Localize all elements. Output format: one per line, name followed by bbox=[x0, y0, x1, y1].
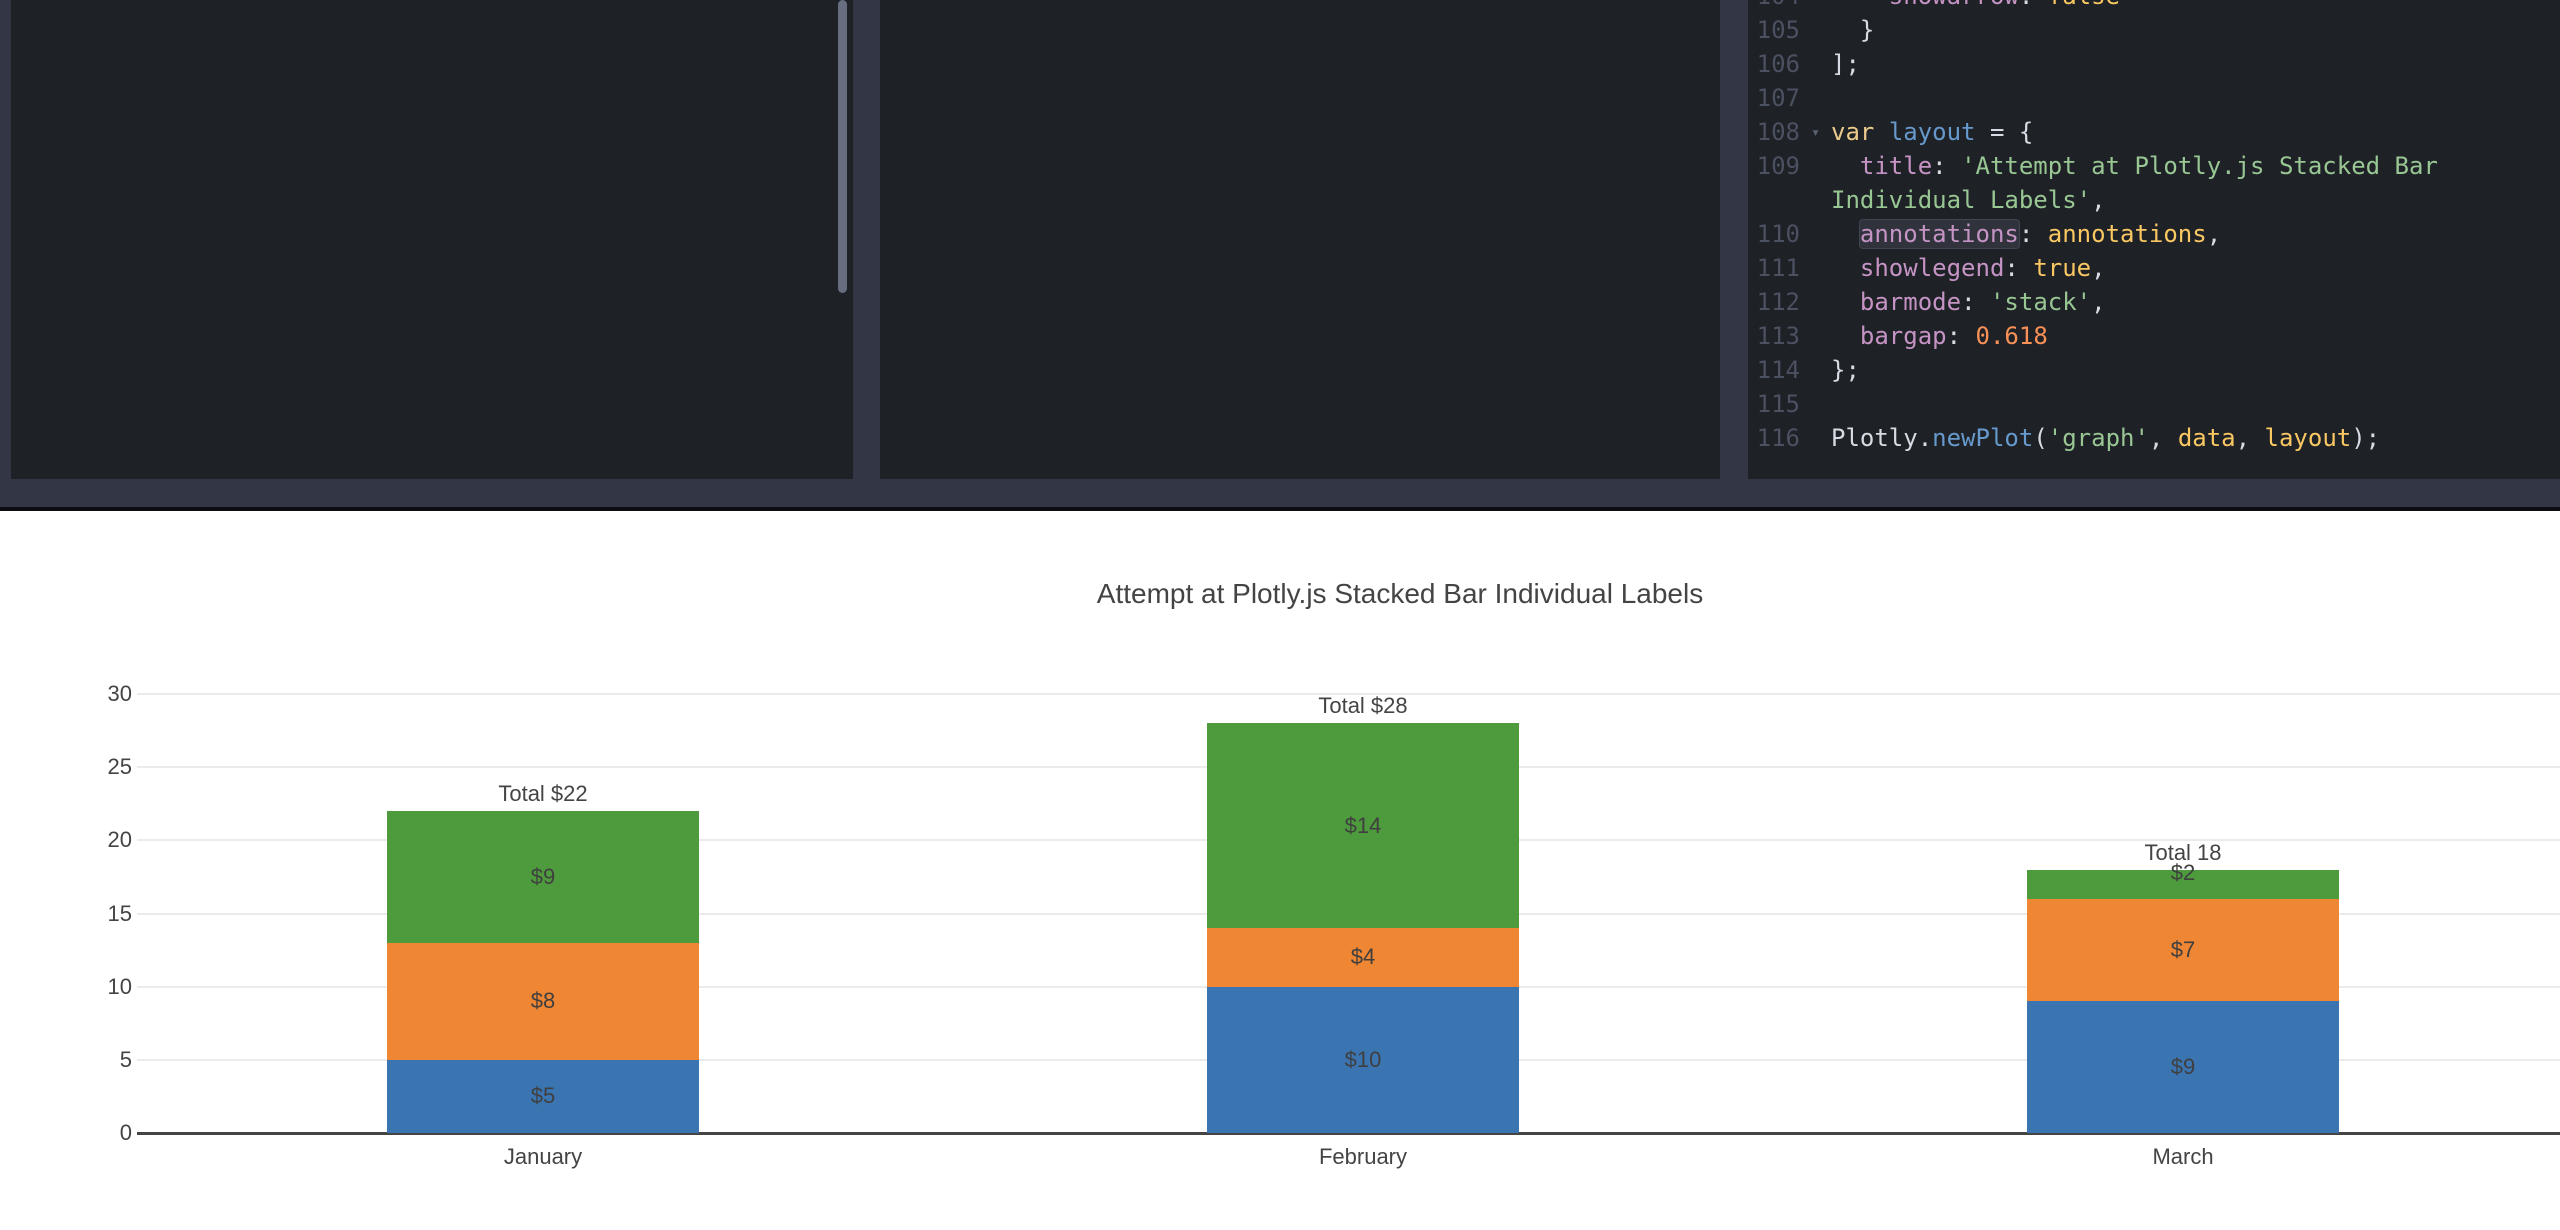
line-number: 112 bbox=[1756, 288, 1800, 316]
chart-title: Attempt at Plotly.js Stacked Bar Individ… bbox=[1096, 578, 1704, 609]
code-line: 105 } bbox=[1748, 13, 2560, 47]
bar-value-label: $7 bbox=[2170, 937, 2196, 963]
y-tick-label: 30 bbox=[107, 681, 132, 706]
line-number: 107 bbox=[1756, 84, 1800, 112]
line-number: 116 bbox=[1756, 424, 1800, 452]
code-text: showarrow: false bbox=[1831, 0, 2120, 13]
code-text: Individual Labels', bbox=[1831, 186, 2106, 214]
code-text: }; bbox=[1831, 356, 1860, 384]
code-line: 107 bbox=[1748, 81, 2560, 115]
code-line: 114}; bbox=[1748, 353, 2560, 387]
y-tick-label: 5 bbox=[119, 1046, 132, 1072]
code-line: 106]; bbox=[1748, 47, 2560, 81]
total-label: Total $28 bbox=[1318, 693, 1408, 719]
editor-resize-bar[interactable] bbox=[0, 479, 2560, 511]
x-axis-label: February bbox=[1318, 1144, 1408, 1169]
line-number: 113 bbox=[1756, 322, 1800, 350]
bar-segment[interactable] bbox=[387, 942, 699, 1060]
line-number: 110 bbox=[1756, 220, 1800, 248]
line-number: 111 bbox=[1756, 254, 1800, 282]
bar-segment[interactable] bbox=[2027, 869, 2339, 899]
code-line: 116 Plotly.newPlot('graph', data, layout)… bbox=[1748, 421, 2560, 455]
code-text: annotations: annotations, bbox=[1859, 220, 2222, 248]
bar-segment[interactable] bbox=[1207, 928, 1519, 987]
bar-value-label: $2 bbox=[2170, 859, 2196, 885]
bar-value-label: $9 bbox=[2170, 1054, 2196, 1080]
bar-value-label: $4 bbox=[1350, 944, 1376, 970]
stacked-bar-chart: 0 5 10 15 20 25 30 $5 $8 $9 Total $22 January $10 $4 $… bbox=[0, 511, 2560, 1230]
code-text: showlegend: true, bbox=[1859, 254, 2106, 282]
bar-segment[interactable] bbox=[2027, 1001, 2339, 1133]
total-label: Total 18 bbox=[2144, 839, 2222, 865]
code-line: 111 showlegend: true, bbox=[1748, 251, 2560, 285]
code-text: title: 'Attempt at Plotly.js Stacked Bar bbox=[1859, 152, 2438, 180]
total-label: Total $22 bbox=[498, 781, 588, 807]
line-number: 115 bbox=[1756, 390, 1800, 418]
code-text: bargap: 0.618 bbox=[1859, 322, 2048, 350]
x-axis-label: March bbox=[2152, 1144, 2214, 1169]
editor-region: 104 showarrow: false105 }106];107108▾var… bbox=[0, 0, 2560, 479]
y-tick-label: 0 bbox=[119, 1120, 132, 1145]
x-axis-label: January bbox=[503, 1144, 583, 1169]
line-number: 106 bbox=[1756, 50, 1800, 78]
code-line: 110 annotations: annotations, bbox=[1748, 217, 2560, 251]
bar-value-label: $5 bbox=[530, 1083, 556, 1109]
bar-value-label: $10 bbox=[1344, 1046, 1382, 1072]
code-line: Individual Labels', bbox=[1748, 183, 2560, 217]
y-tick-label: 10 bbox=[107, 973, 132, 999]
bar-segment[interactable] bbox=[1207, 986, 1519, 1133]
editor-scrollbar[interactable] bbox=[838, 0, 847, 293]
code-text: } bbox=[1831, 16, 1875, 44]
code-line: 115 bbox=[1748, 387, 2560, 421]
y-tick-label: 25 bbox=[107, 754, 132, 780]
bar-value-label: $8 bbox=[530, 988, 556, 1014]
line-number: 108 bbox=[1756, 118, 1800, 146]
code-line: 109 title: 'Attempt at Plotly.js Stacked… bbox=[1748, 149, 2560, 183]
bar-value-label: $14 bbox=[1344, 812, 1382, 838]
bar-value-label: $9 bbox=[530, 863, 556, 889]
code-lines: 104 showarrow: false105 }106];107108▾var… bbox=[1748, 0, 2560, 455]
code-text: var layout = { bbox=[1831, 118, 2034, 146]
chart-preview: Attempt at Plotly.js Stacked Bar Individ… bbox=[0, 511, 2560, 1230]
x-axis-line bbox=[137, 1132, 2560, 1135]
editor-panel-middle[interactable] bbox=[880, 0, 1720, 479]
line-number: 105 bbox=[1756, 16, 1800, 44]
code-text: barmode: 'stack', bbox=[1859, 288, 2106, 316]
code-text: ]; bbox=[1831, 50, 1860, 78]
line-number: 114 bbox=[1756, 356, 1800, 384]
bar-segment[interactable] bbox=[387, 1059, 699, 1133]
code-editor-panel[interactable]: 104 showarrow: false105 }106];107108▾var… bbox=[1748, 0, 2560, 479]
y-tick-label: 15 bbox=[107, 900, 132, 926]
gridline bbox=[137, 693, 2560, 695]
code-line: 108 ▾ var layout = { bbox=[1748, 115, 2560, 149]
editor-panel-left[interactable] bbox=[11, 0, 853, 479]
code-line: 104 showarrow: false bbox=[1748, 0, 2560, 13]
fold-icon[interactable]: ▾ bbox=[1810, 123, 1821, 141]
code-line: 112 barmode: 'stack', bbox=[1748, 285, 2560, 319]
line-number: 109 bbox=[1756, 152, 1800, 180]
y-tick-label: 20 bbox=[107, 827, 132, 853]
bar-segment[interactable] bbox=[387, 811, 699, 943]
code-text: Plotly.newPlot('graph', data, layout); bbox=[1831, 424, 2381, 452]
bar-segment[interactable] bbox=[1207, 723, 1519, 929]
bar-segment[interactable] bbox=[2027, 898, 2339, 1002]
code-line: 113 bargap: 0.618 bbox=[1748, 319, 2560, 353]
line-number: 104 bbox=[1748, 0, 1800, 13]
